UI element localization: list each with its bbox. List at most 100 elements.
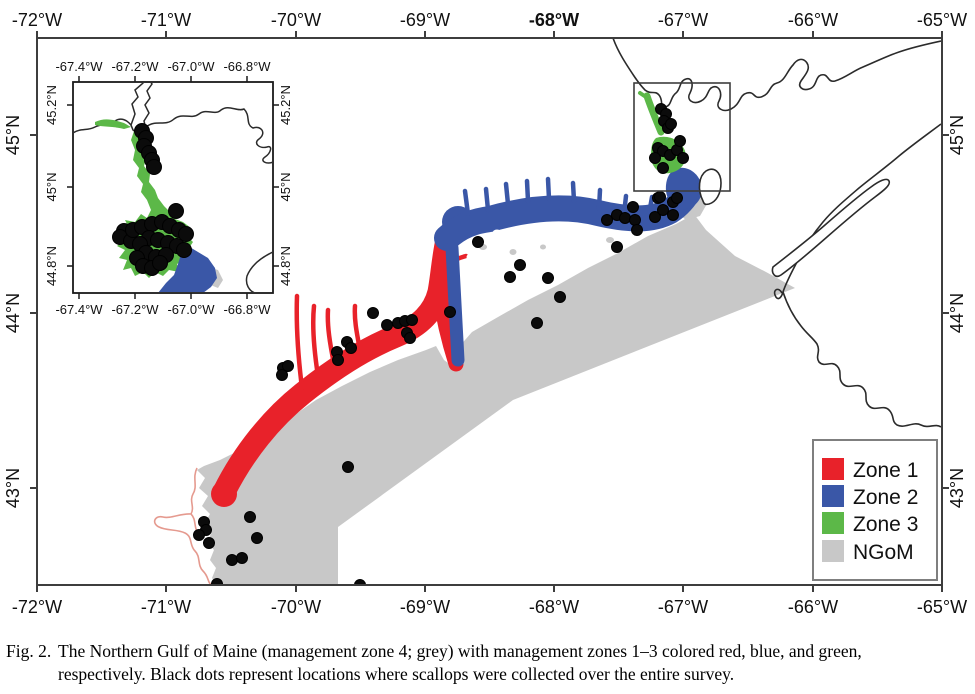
- scallop-sample-dot: [667, 209, 679, 221]
- scallop-sample-dot: [649, 152, 661, 164]
- x-tick-label: -70°W: [271, 10, 321, 30]
- scallop-sample-dot: [176, 242, 192, 258]
- x-tick-label: -67°W: [658, 597, 708, 617]
- inset-x-tick-label: -67.4°W: [55, 59, 103, 74]
- scallop-sample-dot: [236, 552, 248, 564]
- inset-x-tick-label: -67.0°W: [167, 302, 215, 317]
- scallop-sample-dot: [649, 211, 661, 223]
- x-tick-label: -71°W: [141, 10, 191, 30]
- x-tick-label: -65°W: [917, 10, 967, 30]
- inset-x-tick-label: -67.2°W: [111, 59, 159, 74]
- island-patches: [466, 228, 640, 260]
- scallop-sample-dot: [601, 214, 613, 226]
- legend-label-zone3: Zone 3: [853, 513, 918, 536]
- scallop-sample-dot: [472, 236, 484, 248]
- inset-y-tick-label: 45°N: [44, 172, 59, 201]
- scallop-sample-dot: [627, 201, 639, 213]
- nova-scotia-coastline: [773, 123, 941, 428]
- inset-dots: [112, 123, 194, 276]
- scallop-sample-dot: [671, 192, 683, 204]
- y-tick-label: 44°N: [947, 293, 967, 333]
- main-dots: [193, 103, 689, 584]
- scallop-sample-dot: [178, 226, 194, 242]
- map-figure: -72°W -71°W -70°W -69°W -68°W -67°W -66°…: [3, 10, 967, 617]
- scallop-sample-dot: [226, 554, 238, 566]
- main-y-axis-right: 45°N 44°N 43°N: [947, 115, 967, 508]
- scallop-sample-dot: [168, 203, 184, 219]
- inset-coastline-east: [145, 106, 272, 164]
- inset-y-axis-right: 45.2°N 45°N 44.8°N: [278, 85, 293, 286]
- scallop-sample-dot: [251, 532, 263, 544]
- grand-manan-island: [698, 168, 722, 206]
- x-tick-label: -69°W: [400, 10, 450, 30]
- inset-x-tick-label: -67.4°W: [55, 302, 103, 317]
- figure-caption-label: Fig. 2.: [6, 641, 52, 661]
- inset-y-tick-label: 44.8°N: [278, 246, 293, 286]
- legend-label-zone1: Zone 1: [853, 459, 918, 482]
- scallop-sample-dot: [629, 214, 641, 226]
- scallop-sample-dot: [657, 204, 669, 216]
- scallop-sample-dot: [381, 319, 393, 331]
- inset-axis-ticks: [67, 76, 279, 299]
- main-axis-ticks: [30, 31, 949, 592]
- x-tick-label: -66°W: [788, 597, 838, 617]
- map-legend: Zone 1 Zone 2 Zone 3 NGoM: [812, 439, 938, 581]
- y-tick-label: 43°N: [3, 468, 23, 508]
- scallop-sample-dot: [354, 579, 366, 584]
- new-brunswick-coastline: [612, 39, 941, 112]
- inset-y-axis-left: 45.2°N 45°N 44.8°N: [44, 85, 59, 286]
- scallop-sample-dot: [203, 537, 215, 549]
- main-map-content: [153, 39, 941, 584]
- scallop-sample-dot: [282, 360, 294, 372]
- scallop-sample-dot: [654, 191, 666, 203]
- scallop-sample-dot: [619, 212, 631, 224]
- scallop-sample-dot: [504, 271, 516, 283]
- main-map-frame: [36, 37, 943, 586]
- legend-swatch-ngom: [822, 540, 844, 562]
- legend-label-zone2: Zone 2: [853, 486, 918, 509]
- scallop-sample-dot: [631, 224, 643, 236]
- scallop-sample-dot: [665, 118, 677, 130]
- inset-x-tick-label: -66.8°W: [223, 302, 271, 317]
- scallop-sample-dot: [367, 307, 379, 319]
- x-tick-label: -67°W: [658, 10, 708, 30]
- x-tick-label: -68°W: [529, 10, 579, 30]
- x-tick-label: -70°W: [271, 597, 321, 617]
- main-y-axis-left: 45°N 44°N 43°N: [3, 115, 23, 508]
- zone1-area: [211, 215, 469, 507]
- inset-y-tick-label: 45.2°N: [278, 85, 293, 125]
- scallop-sample-dot: [657, 162, 669, 174]
- inset-green-strip: [95, 119, 131, 129]
- figure-caption-text: The Northern Gulf of Maine (management z…: [58, 641, 862, 685]
- scallop-sample-dot: [342, 461, 354, 473]
- digby-neck-coastline: [771, 178, 891, 278]
- inset-zone2-area: [158, 246, 217, 292]
- legend-swatch-zone2: [822, 485, 844, 507]
- inset-x-axis-bottom: -67.4°W -67.2°W -67.0°W -66.8°W: [55, 302, 271, 317]
- scallop-sample-dot: [244, 511, 256, 523]
- figure-caption: Fig. 2. The Northern Gulf of Maine (mana…: [6, 640, 975, 686]
- scallop-sample-dot: [611, 241, 623, 253]
- inset-x-tick-label: -67.0°W: [167, 59, 215, 74]
- scallop-sample-dot: [345, 342, 357, 354]
- scallop-sample-dot: [514, 259, 526, 271]
- inset-x-tick-label: -67.2°W: [111, 302, 159, 317]
- scallop-sample-dot: [677, 152, 689, 164]
- main-x-axis-bottom: -72°W -71°W -70°W -69°W -68°W -67°W -66°…: [12, 597, 967, 617]
- y-tick-label: 44°N: [3, 293, 23, 333]
- y-tick-label: 43°N: [947, 468, 967, 508]
- scallop-sample-dot: [276, 369, 288, 381]
- inset-coastline-southeast: [245, 251, 272, 292]
- scallop-sample-dot: [554, 291, 566, 303]
- legend-swatch-zone3: [822, 512, 844, 534]
- x-tick-label: -72°W: [12, 10, 62, 30]
- inset-map-content: [74, 83, 272, 292]
- scallop-sample-dot: [444, 306, 456, 318]
- legend-swatch-zone1: [822, 458, 844, 480]
- legend-label-ngom: NGoM: [853, 541, 914, 564]
- x-tick-label: -71°W: [141, 597, 191, 617]
- inset-extent-rectangle: [633, 82, 731, 192]
- inset-y-tick-label: 45.2°N: [44, 85, 59, 125]
- scallop-sample-dot: [152, 255, 168, 271]
